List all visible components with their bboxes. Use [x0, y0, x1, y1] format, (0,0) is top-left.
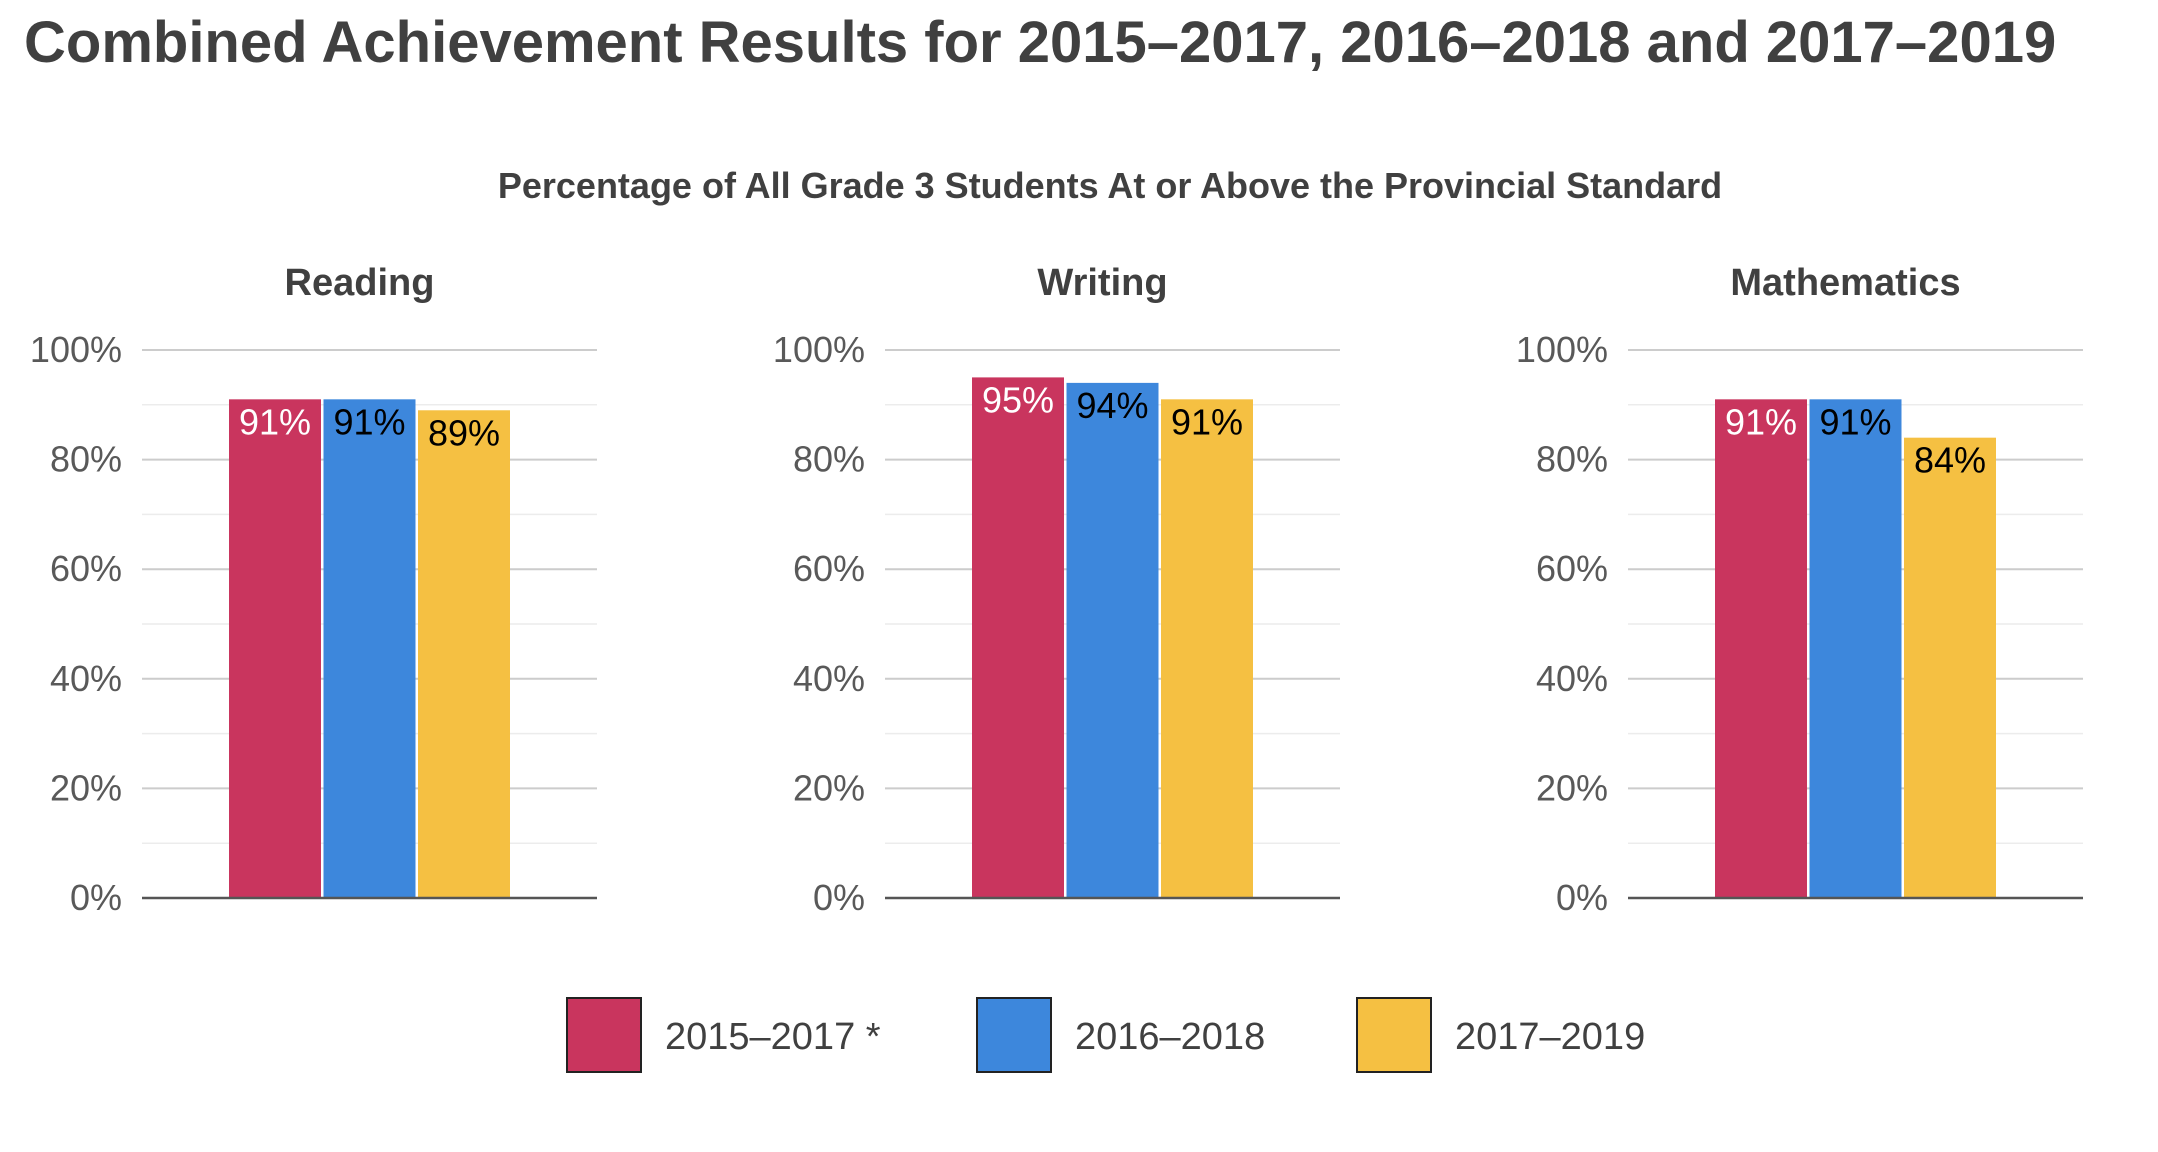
y-tick-label: 100%	[1516, 329, 1608, 370]
legend-item: 2017–2019	[1356, 997, 1645, 1073]
bar-writing-series-1	[972, 377, 1064, 898]
bar-reading-series-2	[323, 399, 416, 898]
y-tick-label: 60%	[50, 548, 122, 589]
y-tick-label: 0%	[1556, 877, 1608, 918]
y-tick-label: 20%	[1536, 767, 1608, 808]
bar-reading-series-1	[229, 399, 321, 898]
chart-subtitle: Percentage of All Grade 3 Students At or…	[498, 165, 1722, 206]
bar-data-label: 91%	[1171, 401, 1243, 442]
bar-data-label: 95%	[982, 379, 1054, 420]
legend: 2015–2017 * 2016–2018 2017–2019	[566, 997, 1645, 1073]
bar-mathematics-series-1	[1715, 399, 1807, 898]
y-tick-label: 80%	[50, 439, 122, 480]
panel-mathematics: Mathematics 0% 20% 40% 60% 80% 100% 91% 91% 84%	[1516, 262, 2083, 918]
legend-label: 2017–2019	[1455, 1016, 1645, 1058]
panel-title: Writing	[1037, 262, 1167, 304]
y-tick-label: 40%	[793, 658, 865, 699]
bar-mathematics-series-3	[1904, 437, 1996, 898]
y-tick-label: 40%	[1536, 658, 1608, 699]
legend-label: 2015–2017 *	[665, 1016, 881, 1058]
bar-data-label: 91%	[333, 401, 405, 442]
panel-writing: Writing 0% 20% 40% 60% 80% 100% 95% 94% 91%	[773, 262, 1340, 918]
legend-item: 2015–2017 *	[566, 997, 881, 1073]
y-tick-label: 40%	[50, 658, 122, 699]
legend-swatch	[566, 997, 642, 1073]
legend-swatch	[976, 997, 1052, 1073]
legend-item: 2016–2018	[976, 997, 1265, 1073]
chart-panels: Reading 0% 20% 40% 60% 80% 100% 91% 91% 89% Writin…	[30, 262, 2083, 918]
bar-data-label: 94%	[1076, 385, 1148, 426]
y-tick-label: 100%	[773, 329, 865, 370]
chart-title: Combined Achievement Results for 2015–20…	[24, 10, 2056, 75]
y-tick-label: 80%	[1536, 439, 1608, 480]
bar-mathematics-series-2	[1809, 399, 1902, 898]
bar-data-label: 91%	[1819, 401, 1891, 442]
y-tick-label: 80%	[793, 439, 865, 480]
panel-title: Reading	[285, 262, 435, 304]
panel-title: Mathematics	[1730, 262, 1960, 304]
y-tick-label: 20%	[793, 767, 865, 808]
legend-label: 2016–2018	[1075, 1016, 1265, 1058]
bar-reading-series-3	[418, 410, 510, 898]
y-tick-label: 20%	[50, 767, 122, 808]
y-tick-label: 100%	[30, 329, 122, 370]
y-tick-label: 0%	[813, 877, 865, 918]
bar-data-label: 91%	[1725, 401, 1797, 442]
y-tick-label: 60%	[793, 548, 865, 589]
bar-data-label: 84%	[1914, 440, 1986, 481]
y-tick-label: 60%	[1536, 548, 1608, 589]
bar-data-label: 89%	[428, 412, 500, 453]
legend-swatch	[1356, 997, 1432, 1073]
panel-reading: Reading 0% 20% 40% 60% 80% 100% 91% 91% 89%	[30, 262, 597, 918]
bar-writing-series-2	[1066, 382, 1159, 898]
bar-data-label: 91%	[239, 401, 311, 442]
y-tick-label: 0%	[70, 877, 122, 918]
bar-writing-series-3	[1161, 399, 1253, 898]
